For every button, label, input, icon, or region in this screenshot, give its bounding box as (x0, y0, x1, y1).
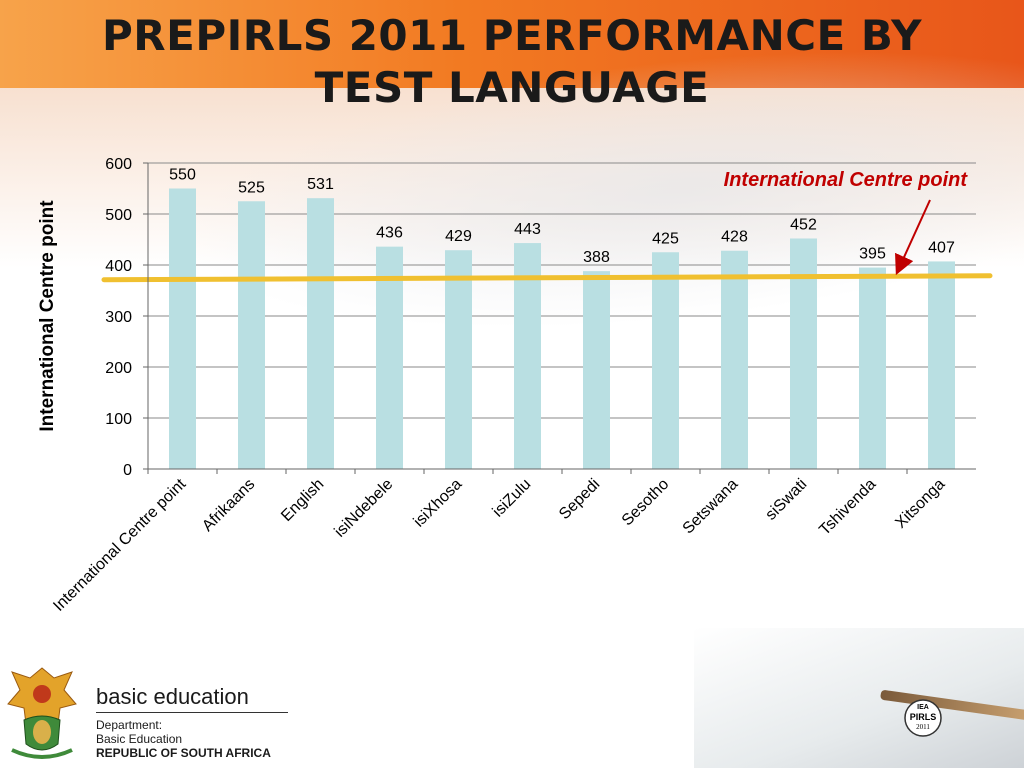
bar-5 (514, 243, 541, 469)
x-tick-label-10: Tshivenda (816, 476, 879, 539)
y-tick-label-6: 600 (105, 156, 132, 173)
data-label-11: 407 (928, 239, 955, 256)
pirls-logo-text-2: PIRLS (910, 712, 937, 722)
footer-org-block: basic education Department: Basic Educat… (96, 684, 288, 761)
gridlines (148, 162, 976, 470)
data-label-2: 531 (307, 176, 334, 193)
reference-line-group (101, 273, 993, 283)
coat-of-arms-logo (7, 667, 77, 759)
bar-2 (307, 198, 334, 469)
x-tick-label-7: Sesotho (619, 476, 673, 530)
pirls-logo: IEA PIRLS 2011 (904, 699, 942, 737)
org-title: basic education (96, 684, 249, 709)
data-label-5: 443 (514, 221, 541, 238)
bar-10 (859, 267, 886, 469)
data-label-4: 429 (445, 228, 472, 245)
bar-6 (583, 271, 610, 469)
bar-8 (721, 250, 748, 469)
data-label-0: 550 (169, 167, 196, 184)
y-tick-label-1: 100 (105, 411, 132, 428)
y-tick-label-4: 400 (105, 258, 132, 275)
x-tick-label-5: isiZulu (490, 476, 535, 521)
x-tick-label-9: siSwati (762, 476, 810, 524)
pirls-logo-text-1: IEA (917, 704, 929, 711)
slide-title-line-1: PREPIRLS 2011 PERFORMANCE BY (102, 11, 922, 60)
dept-line-2: Basic Education (96, 732, 183, 746)
org-divider (96, 712, 288, 713)
x-tick-label-4: isiXhosa (411, 476, 466, 531)
x-tick-label-6: Sepedi (556, 476, 603, 523)
annotation-arrow (895, 199, 931, 276)
y-tick-label-5: 500 (105, 207, 132, 224)
bar-1 (238, 201, 265, 469)
dept-line-1: Department: (96, 718, 163, 732)
y-tick-label-2: 200 (105, 360, 132, 377)
data-label-8: 428 (721, 229, 748, 246)
x-tick-label-2: English (278, 476, 327, 525)
data-label-1: 525 (238, 179, 265, 196)
slide-title: PREPIRLS 2011 PERFORMANCE BY TEST LANGUA… (0, 10, 1024, 114)
data-label-6: 388 (583, 249, 610, 266)
pirls-logo-text-3: 2011 (916, 723, 930, 731)
bar-4 (445, 250, 472, 469)
x-tick-label-0: International Centre point (50, 475, 189, 614)
data-label-7: 425 (652, 230, 679, 247)
bar-7 (652, 252, 679, 469)
y-axis-title: International Centre point (37, 200, 58, 432)
slide-title-line-2: TEST LANGUAGE (314, 63, 710, 112)
data-label-10: 395 (859, 246, 886, 263)
data-label-9: 452 (790, 216, 817, 233)
y-tick-label-3: 300 (105, 309, 132, 326)
data-labels: 550 525 531 436 429 443 388 425 428 452 395 407 (169, 167, 955, 267)
bar-11 (928, 261, 955, 469)
x-tick-label-1: Afrikaans (199, 476, 258, 535)
annotation-label: International Centre point (724, 169, 969, 191)
y-tick-label-0: 0 (123, 462, 132, 479)
bar-9 (790, 238, 817, 469)
data-label-3: 436 (376, 225, 403, 242)
x-tick-label-8: Setswana (680, 476, 742, 538)
bars (169, 188, 955, 469)
reference-line (101, 273, 993, 283)
bar-3 (376, 246, 403, 469)
bar-0 (169, 188, 196, 469)
country-name: REPUBLIC OF SOUTH AFRICA (96, 746, 271, 760)
x-tick-label-11: Xitsonga (892, 476, 948, 532)
x-tick-label-3: isiNdebele (331, 476, 396, 541)
